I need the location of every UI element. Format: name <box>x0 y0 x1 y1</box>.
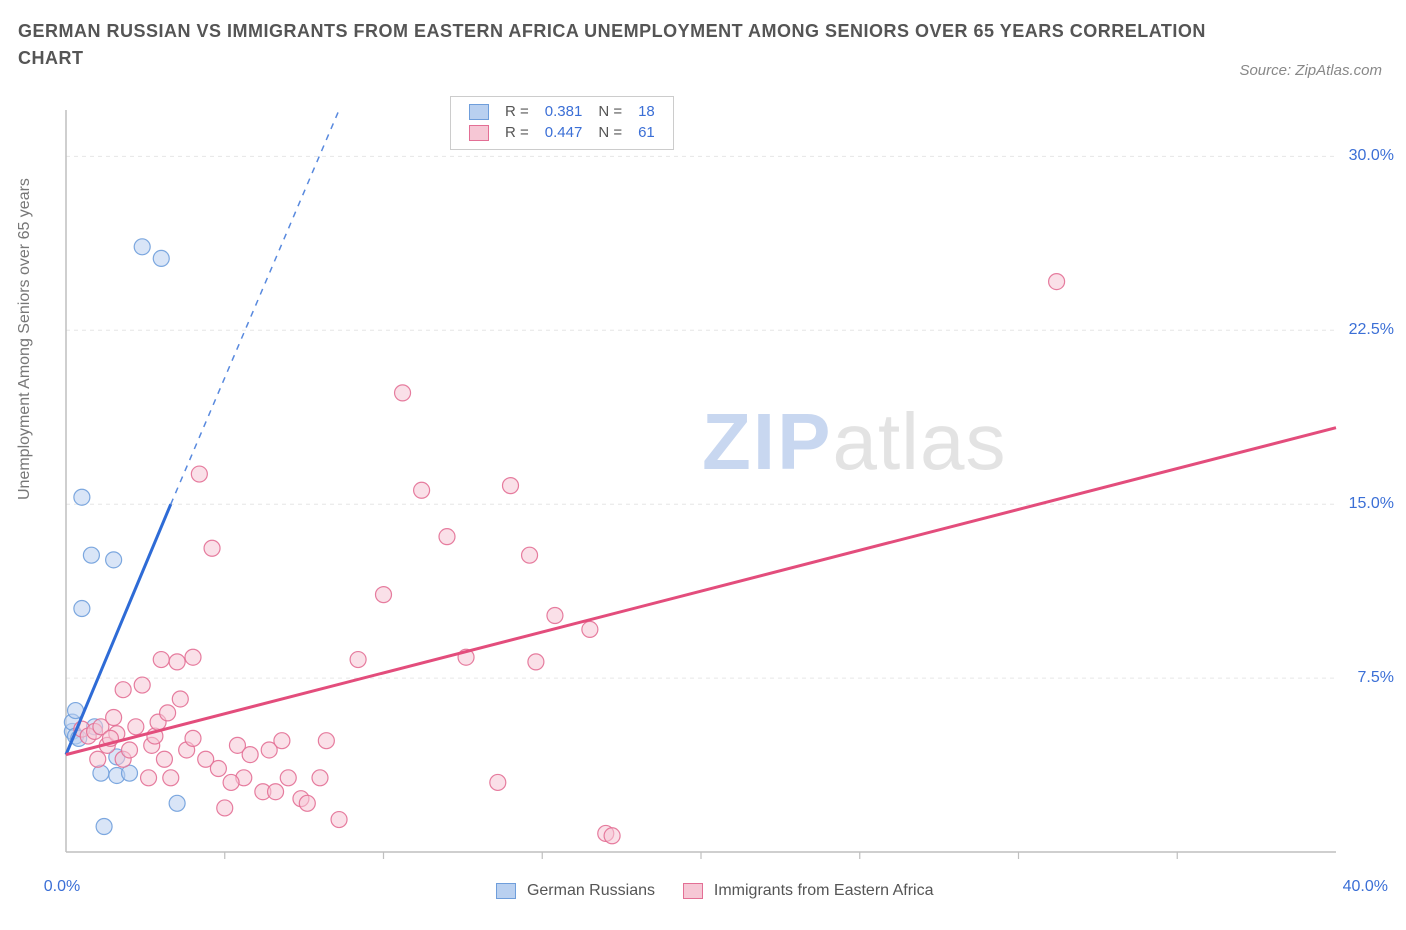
legend-swatch-blue <box>469 104 489 120</box>
legend-swatch-pink <box>683 883 703 899</box>
source-attribution: Source: ZipAtlas.com <box>1239 62 1382 79</box>
legend-label-pink: Immigrants from Eastern Africa <box>714 882 934 899</box>
chart-container: GERMAN RUSSIAN VS IMMIGRANTS FROM EASTER… <box>0 0 1406 930</box>
ytick-7-5: 7.5% <box>1358 669 1394 687</box>
legend-stats-row: R = 0.381 N = 18 <box>461 101 663 122</box>
r-equals-label: R = <box>497 122 537 143</box>
n-value: 18 <box>630 101 663 122</box>
legend-stats-row: R = 0.447 N = 61 <box>461 122 663 143</box>
r-equals-label: R = <box>497 101 537 122</box>
legend-label-blue: German Russians <box>527 882 655 899</box>
ytick-30: 30.0% <box>1349 147 1394 165</box>
legend-stats-box: R = 0.381 N = 18 R = 0.447 N = 61 <box>450 96 674 150</box>
legend-swatch-pink <box>469 125 489 141</box>
ytick-22-5: 22.5% <box>1349 321 1394 339</box>
r-value: 0.381 <box>537 101 591 122</box>
n-value: 61 <box>630 122 663 143</box>
chart-title: GERMAN RUSSIAN VS IMMIGRANTS FROM EASTER… <box>18 18 1206 72</box>
n-equals-label: N = <box>590 101 630 122</box>
legend-swatch-blue <box>496 883 516 899</box>
ytick-15: 15.0% <box>1349 495 1394 513</box>
r-value: 0.447 <box>537 122 591 143</box>
legend-series: German Russians Immigrants from Eastern … <box>0 882 1406 900</box>
scatter-svg <box>62 96 1372 866</box>
y-axis-label: Unemployment Among Seniors over 65 years <box>16 178 34 500</box>
legend-stats-table: R = 0.381 N = 18 R = 0.447 N = 61 <box>461 101 663 143</box>
n-equals-label: N = <box>590 122 630 143</box>
plot-area: ZIPatlas <box>62 96 1372 866</box>
